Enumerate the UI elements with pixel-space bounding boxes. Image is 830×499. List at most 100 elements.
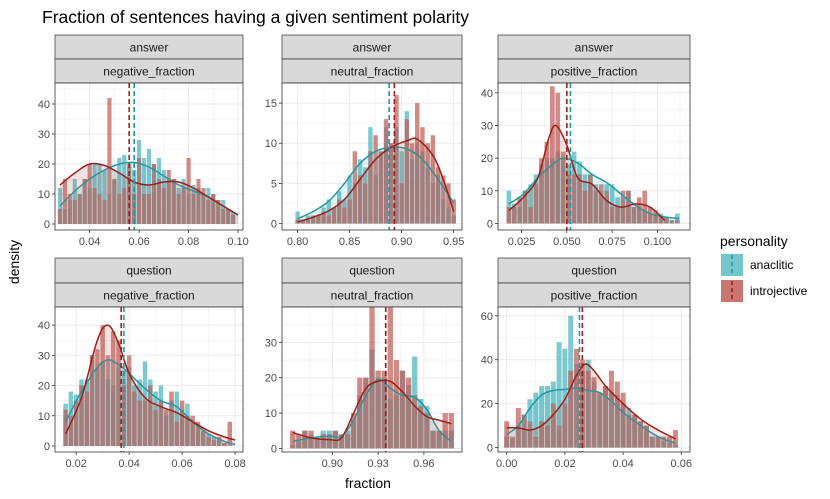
density-introjective-line bbox=[506, 363, 676, 440]
hist-bar-introjective bbox=[338, 434, 345, 449]
hist-bar-introjective bbox=[87, 164, 92, 224]
hist-bar-introjective bbox=[290, 430, 296, 449]
hist-bar-introjective bbox=[163, 409, 169, 446]
hist-bar-introjective bbox=[409, 143, 415, 224]
hist-bar-introjective bbox=[226, 209, 231, 224]
hist-bar-introjective bbox=[506, 207, 512, 224]
x-tick-label: 0.80 bbox=[287, 236, 308, 248]
hist-bar-introjective bbox=[331, 207, 337, 224]
hist-bar-introjective bbox=[148, 385, 153, 446]
chart-title: Fraction of sentences having a given sen… bbox=[42, 7, 469, 27]
x-tick-label: 0.06 bbox=[128, 236, 149, 248]
y-axis-label: density bbox=[6, 240, 22, 284]
panel-border bbox=[281, 82, 463, 231]
hist-bar-introjective bbox=[446, 183, 451, 224]
hist-bar-introjective bbox=[643, 425, 649, 448]
y-tick-label: 10 bbox=[265, 138, 277, 150]
y-tick-label: 20 bbox=[38, 381, 50, 393]
hist-bar-introjective bbox=[73, 400, 79, 446]
y-tick-label: 30 bbox=[38, 350, 50, 362]
hist-bar-introjective bbox=[102, 200, 107, 224]
hist-bar-introjective bbox=[528, 207, 533, 224]
density-introjective-line bbox=[297, 137, 455, 223]
hist-bar-introjective bbox=[84, 391, 90, 446]
panel-border bbox=[54, 82, 244, 231]
hist-bar-introjective bbox=[132, 194, 137, 224]
facet-panel-2: answer positive_fraction 0 10 20 30 40 0.025 0.0… bbox=[481, 34, 691, 248]
y-tick-label: 0 bbox=[44, 441, 50, 453]
hist-bar-introjective bbox=[351, 413, 357, 449]
panel-border bbox=[497, 306, 691, 453]
hist-bar-introjective bbox=[603, 386, 609, 448]
hist-bar-introjective bbox=[166, 170, 171, 224]
hist-bar-introjective bbox=[664, 216, 669, 224]
y-tick-label: 30 bbox=[38, 129, 50, 141]
hist-bar-introjective bbox=[363, 183, 368, 224]
x-tick-label: 0.96 bbox=[413, 458, 434, 470]
hist-bar-introjective bbox=[296, 434, 302, 449]
x-tick-label: 0.00 bbox=[496, 458, 517, 470]
facet-panel-5: question positive_fraction 0 20 40 60 0.00 0.02… bbox=[481, 257, 692, 470]
hist-bar-introjective bbox=[585, 370, 591, 448]
hist-bar-anaclitic bbox=[146, 149, 152, 224]
y-tick-label: 20 bbox=[38, 159, 50, 171]
hist-bar-introjective bbox=[190, 415, 195, 446]
hist-bar-introjective bbox=[156, 179, 161, 224]
hist-bar-introjective bbox=[211, 439, 217, 446]
hist-bar-introjective bbox=[381, 370, 387, 449]
y-tick-label: 0 bbox=[487, 218, 493, 230]
strip-col-label: neutral_fraction bbox=[331, 65, 414, 79]
hist-bar-introjective bbox=[533, 184, 539, 224]
hist-bar-anaclitic bbox=[556, 342, 562, 448]
density-introjective-line bbox=[59, 162, 239, 216]
panel-plot-area bbox=[55, 83, 243, 230]
density-anaclitic-area bbox=[65, 359, 236, 446]
y-tick-label: 40 bbox=[481, 88, 493, 100]
density-introjective-line bbox=[64, 324, 236, 441]
y-tick-label: 30 bbox=[481, 120, 493, 132]
hist-bar-anaclitic bbox=[141, 158, 147, 224]
y-tick-label: 60 bbox=[481, 311, 493, 323]
x-tick-label: 0.90 bbox=[391, 236, 412, 248]
x-tick-label: 0.025 bbox=[508, 236, 536, 248]
hist-bar-introjective bbox=[571, 174, 577, 224]
hist-bar-introjective bbox=[300, 219, 306, 224]
hist-bar-introjective bbox=[591, 377, 597, 448]
hist-bar-introjective bbox=[161, 188, 166, 224]
x-tick-label: 0.08 bbox=[224, 458, 245, 470]
y-tick-label: 40 bbox=[38, 320, 50, 332]
hist-bar-introjective bbox=[539, 158, 544, 224]
strip-row-label: question bbox=[349, 264, 394, 278]
y-tick-label: 10 bbox=[38, 189, 50, 201]
hist-bar-introjective bbox=[357, 175, 363, 224]
hist-bar-introjective bbox=[378, 151, 384, 224]
hist-bar-introjective bbox=[142, 400, 148, 446]
y-tick-label: 15 bbox=[265, 98, 277, 110]
x-tick-label: 0.075 bbox=[598, 236, 626, 248]
hist-bar-introjective bbox=[420, 127, 425, 224]
hist-bar-introjective bbox=[141, 194, 147, 224]
density-introjective-line bbox=[508, 124, 666, 221]
hist-bar-introjective bbox=[568, 370, 574, 448]
hist-bar-introjective bbox=[661, 436, 667, 448]
density-anaclitic-area bbox=[508, 158, 680, 224]
hist-bar-introjective bbox=[169, 391, 174, 446]
y-tick-label: 10 bbox=[38, 411, 50, 423]
hist-bar-introjective bbox=[626, 190, 631, 224]
hist-bar-introjective bbox=[117, 194, 122, 224]
hist-bar-introjective bbox=[132, 391, 137, 446]
hist-bar-introjective bbox=[631, 207, 637, 224]
hist-bar-introjective bbox=[126, 355, 132, 446]
hist-bar-introjective bbox=[368, 151, 373, 224]
hist-bar-introjective bbox=[394, 95, 399, 224]
hist-bar-introjective bbox=[137, 158, 142, 224]
density-anaclitic-line bbox=[292, 378, 452, 443]
hist-bar-introjective bbox=[604, 190, 609, 224]
hist-bar-introjective bbox=[448, 413, 454, 449]
hist-bar-anaclitic bbox=[295, 211, 300, 224]
panel-plot-area bbox=[498, 307, 690, 452]
hist-bar-introjective bbox=[201, 430, 206, 446]
hist-bar-introjective bbox=[389, 143, 394, 224]
hist-bar-introjective bbox=[387, 307, 393, 449]
hist-bar-anaclitic bbox=[528, 184, 533, 224]
